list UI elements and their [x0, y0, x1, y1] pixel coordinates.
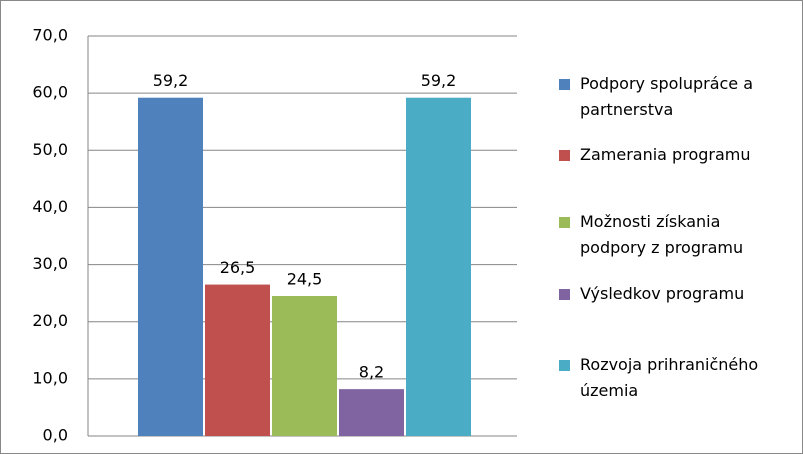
y-tick-label: 20,0	[32, 311, 68, 330]
bar	[138, 97, 203, 436]
data-label: 26,5	[220, 258, 256, 277]
legend-swatch	[559, 360, 570, 371]
legend-label: Možnosti získania podpory z programu	[580, 212, 744, 257]
y-tick-label: 10,0	[32, 368, 68, 387]
legend-label: Zamerania programu	[580, 145, 751, 164]
bar	[272, 296, 337, 436]
data-label: 24,5	[287, 270, 323, 289]
y-tick-label: 40,0	[32, 197, 68, 216]
bar	[339, 389, 404, 436]
y-tick-label: 0,0	[43, 426, 68, 445]
legend-swatch	[559, 289, 570, 300]
legend-label: Výsledkov programu	[580, 284, 745, 303]
y-tick-label: 70,0	[32, 26, 68, 45]
legend-label: Rozvoja prihraničného územia	[580, 355, 759, 400]
y-tick-label: 30,0	[32, 254, 68, 273]
legend-swatch	[559, 79, 570, 90]
y-tick-label: 50,0	[32, 140, 68, 159]
legend-label: Podpory spolupráce a partnerstva	[580, 74, 754, 119]
bar	[406, 97, 471, 436]
data-label: 8,2	[359, 363, 384, 382]
data-label: 59,2	[153, 71, 189, 90]
legend-swatch	[559, 217, 570, 228]
bar	[205, 284, 270, 436]
y-tick-label: 60,0	[32, 83, 68, 102]
legend-swatch	[559, 150, 570, 161]
data-label: 59,2	[421, 71, 457, 90]
